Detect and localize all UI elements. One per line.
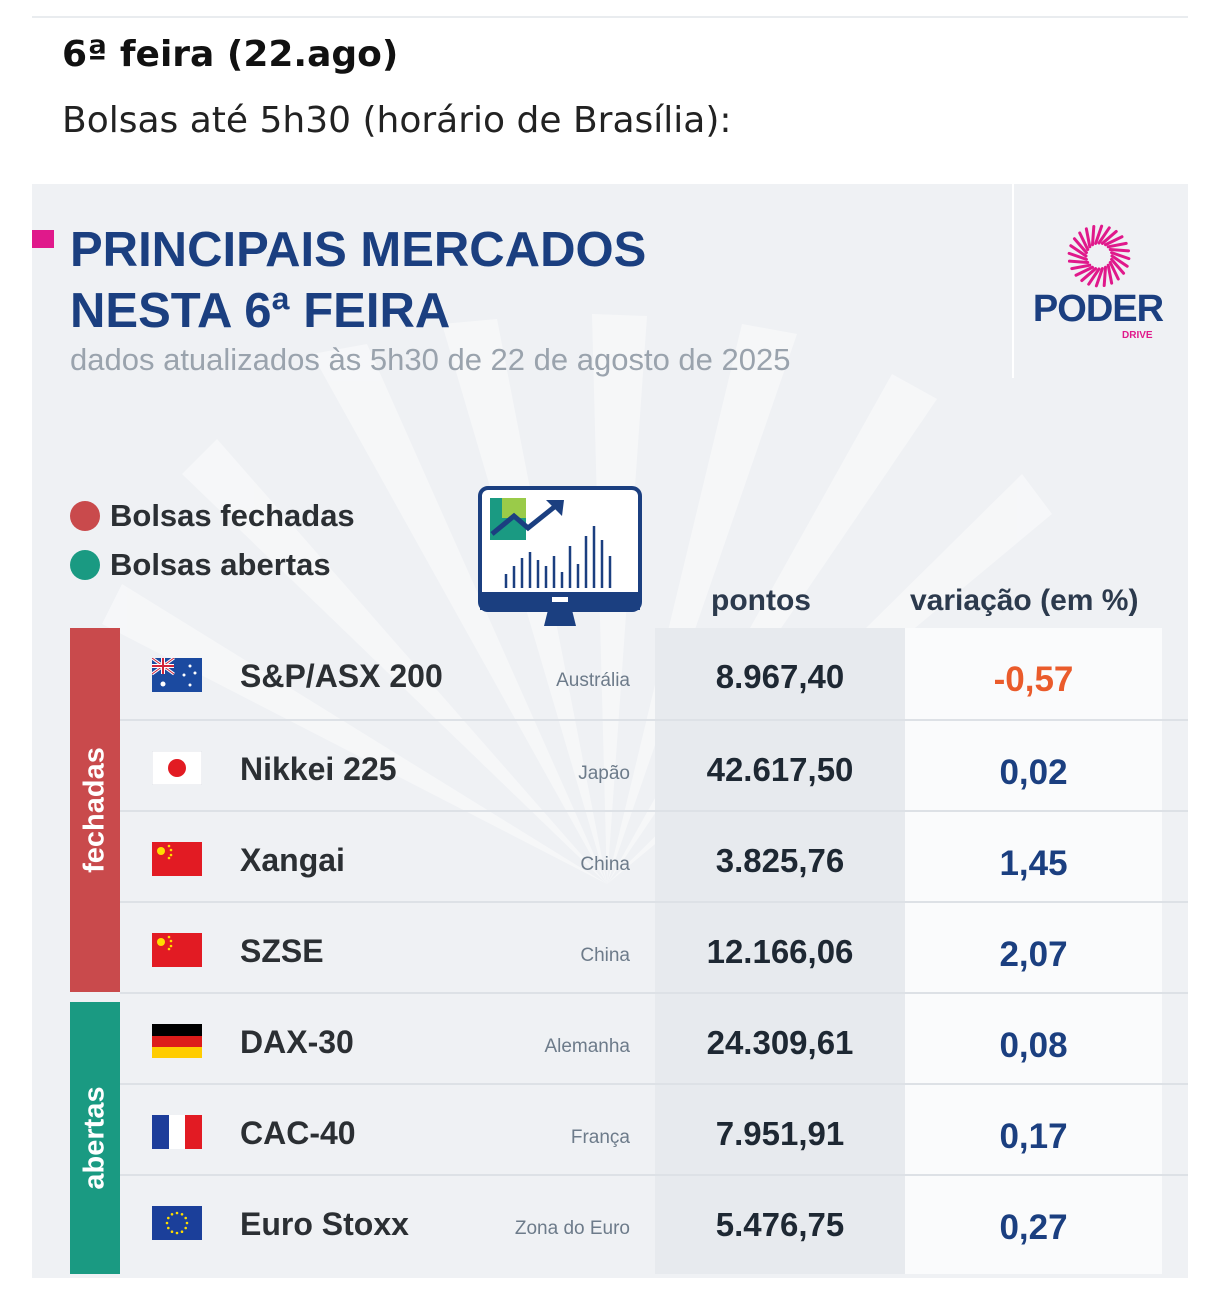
index-points: 5.476,75 [715,1206,845,1243]
card-subtitle: dados atualizados às 5h30 de 22 de agost… [70,342,791,377]
index-variation: 0,08 [999,1026,1068,1065]
index-country: China [580,854,630,875]
index-country: China [580,945,630,966]
index-variation: 0,02 [999,753,1068,792]
legend-closed-label: Bolsas fechadas [110,498,355,533]
index-points: 42.617,50 [706,751,854,788]
legend-open-label: Bolsas abertas [110,547,331,582]
card-title: PRINCIPAIS MERCADOS NESTA 6ª FEIRA [70,220,646,342]
index-name: S&P/ASX 200 [240,658,443,694]
points-column-header: pontos [711,584,811,617]
table-row: SZSE China 12.166,06 2,07 [120,901,1188,994]
japan-flag-icon [152,751,202,785]
table-row: DAX-30 Alemanha 24.309,61 0,08 [120,992,1188,1085]
index-country: França [570,1127,630,1148]
index-name: Nikkei 225 [240,751,397,787]
index-country: Alemanha [544,1036,630,1057]
index-name: DAX-30 [240,1024,354,1060]
closed-group-bar: fechadas [70,628,120,992]
index-points: 3.825,76 [715,842,845,879]
markets-infographic: PRINCIPAIS MERCADOS NESTA 6ª FEIRA dados… [32,184,1188,1278]
card-title-line-2: NESTA 6ª FEIRA [70,284,451,338]
germany-flag-icon [152,1024,202,1058]
article-date-heading: 6ª feira (22.ago) [62,34,399,75]
open-group-label: abertas [78,1086,111,1190]
index-name: SZSE [240,933,324,969]
variation-column-header: variação (em %) [910,584,1139,617]
index-variation: 0,17 [999,1117,1068,1156]
article-subheading: Bolsas até 5h30 (horário de Brasília): [62,100,732,141]
index-points: 24.309,61 [706,1024,854,1061]
index-country: Japão [578,763,630,784]
index-name: Xangai [240,842,345,878]
index-variation: 1,45 [999,844,1068,883]
accent-mark [32,230,54,248]
australia-flag-icon [152,658,202,692]
closed-dot-icon [70,501,100,531]
eu-flag-icon [152,1206,202,1240]
index-variation: 2,07 [999,935,1068,974]
index-name: CAC-40 [240,1115,356,1151]
index-country: Zona do Euro [514,1218,630,1239]
open-group-bar: abertas [70,1002,120,1274]
china-flag-icon [152,842,202,876]
index-name: Euro Stoxx [240,1206,409,1242]
index-country: Austrália [556,670,630,691]
china-flag-icon [152,933,202,967]
index-variation: -0,57 [993,660,1074,699]
logo-divider [1012,184,1014,378]
card-title-line-1: PRINCIPAIS MERCADOS [70,223,647,277]
variation-column-bg [905,628,1162,1274]
table-row: Euro Stoxx Zona do Euro 5.476,75 0,27 [120,1174,1188,1267]
points-column-bg [655,628,905,1274]
poder-burst-icon [1067,224,1131,288]
closed-group-label: fechadas [78,747,111,873]
table-row: Xangai China 3.825,76 1,45 [120,810,1188,903]
poder-logo-drive: DRIVE [1122,330,1153,341]
index-points: 8.967,40 [715,658,845,695]
index-variation: 0,27 [999,1208,1068,1247]
table-row: CAC-40 França 7.951,91 0,17 [120,1083,1188,1176]
index-points: 7.951,91 [715,1115,845,1152]
stock-monitor-icon [478,486,642,626]
france-flag-icon [152,1115,202,1149]
table-row: S&P/ASX 200 Austrália 8.967,40 -0,57 [120,628,1188,719]
table-row: Nikkei 225 Japão 42.617,50 0,02 [120,719,1188,812]
top-divider [32,16,1188,18]
poder-logo: PODER [1032,288,1164,330]
index-points: 12.166,06 [706,933,854,970]
markets-table: fechadas abertas S [32,628,1188,1278]
open-dot-icon [70,550,100,580]
